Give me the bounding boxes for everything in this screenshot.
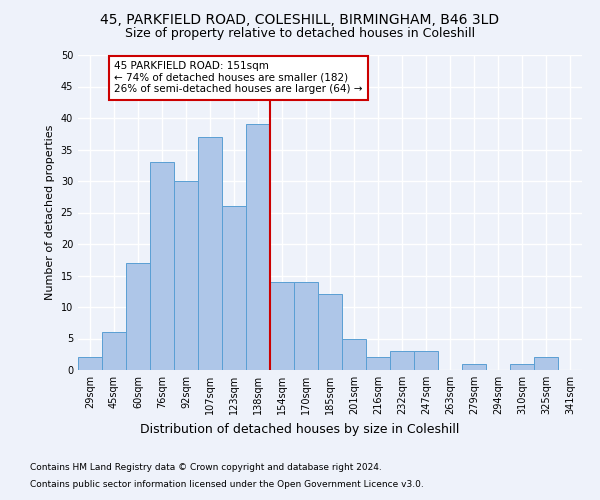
Text: Distribution of detached houses by size in Coleshill: Distribution of detached houses by size … (140, 422, 460, 436)
Y-axis label: Number of detached properties: Number of detached properties (45, 125, 55, 300)
Bar (342, 338, 366, 370)
Bar (102, 332, 126, 370)
Bar (318, 294, 342, 370)
Bar (366, 358, 390, 370)
Text: Size of property relative to detached houses in Coleshill: Size of property relative to detached ho… (125, 28, 475, 40)
Bar (126, 263, 150, 370)
Text: 45 PARKFIELD ROAD: 151sqm
← 74% of detached houses are smaller (182)
26% of semi: 45 PARKFIELD ROAD: 151sqm ← 74% of detac… (114, 62, 362, 94)
Bar (294, 282, 318, 370)
Bar (414, 351, 438, 370)
Bar (510, 364, 534, 370)
Bar (246, 124, 270, 370)
Bar (78, 358, 102, 370)
Bar (270, 282, 294, 370)
Text: Contains HM Land Registry data © Crown copyright and database right 2024.: Contains HM Land Registry data © Crown c… (30, 462, 382, 471)
Bar (198, 137, 222, 370)
Text: Contains public sector information licensed under the Open Government Licence v3: Contains public sector information licen… (30, 480, 424, 489)
Bar (390, 351, 414, 370)
Bar (174, 181, 198, 370)
Bar (534, 358, 558, 370)
Bar (150, 162, 174, 370)
Bar (462, 364, 486, 370)
Text: 45, PARKFIELD ROAD, COLESHILL, BIRMINGHAM, B46 3LD: 45, PARKFIELD ROAD, COLESHILL, BIRMINGHA… (100, 12, 500, 26)
Bar (222, 206, 246, 370)
